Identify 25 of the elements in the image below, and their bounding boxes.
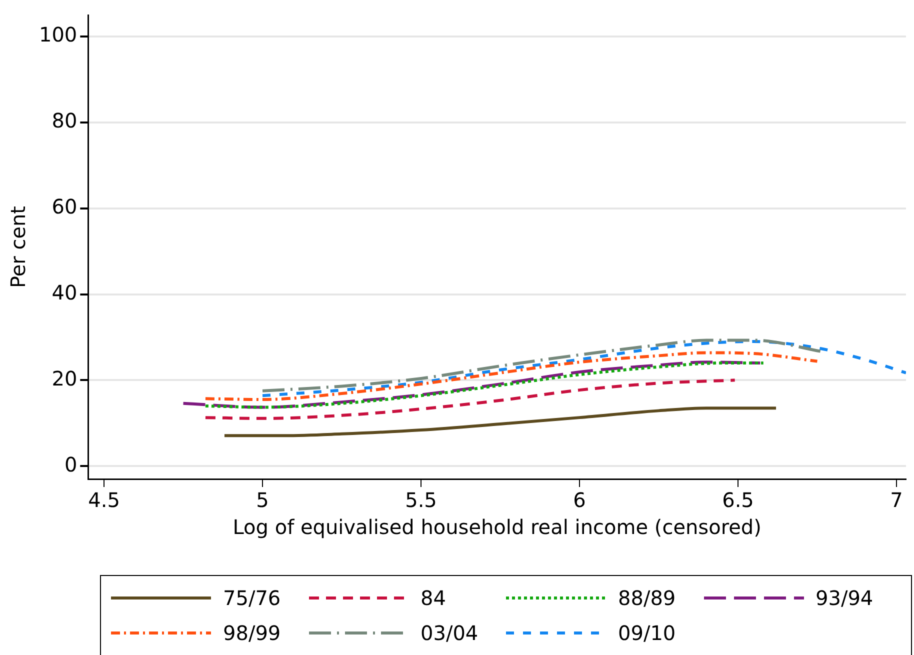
y-tick-label: 100 [38,22,78,47]
y-tick-label: 80 [52,108,78,133]
line-series [204,378,736,420]
line-series [261,340,906,398]
y-tick-label: 60 [52,194,78,219]
legend-label: 98/99 [223,620,281,645]
x-tick-label: 6 [573,488,586,512]
y-axis-title: Per cent [6,206,30,288]
x-tick-label: 4.5 [88,488,120,512]
legend-label: 03/04 [420,620,478,645]
y-tick-label: 20 [52,366,78,390]
line-series [204,351,819,402]
legend-label: 93/94 [816,586,874,610]
x-tick-label: 7 [890,488,903,512]
x-tick-label: 5 [256,488,269,512]
line-series [222,406,778,438]
legend-label: 84 [420,586,446,610]
legend-label: 09/10 [618,620,676,645]
x-tick-label: 5.5 [405,488,437,512]
x-tick-label: 6.5 [722,488,754,512]
x-axis-title: Log of equivalised household real income (censored) [232,515,762,540]
y-tick-label: 0 [64,452,78,476]
legend-label: 75/76 [223,586,281,610]
legend-label: 88/89 [618,586,676,610]
y-tick-label: 40 [52,280,78,304]
